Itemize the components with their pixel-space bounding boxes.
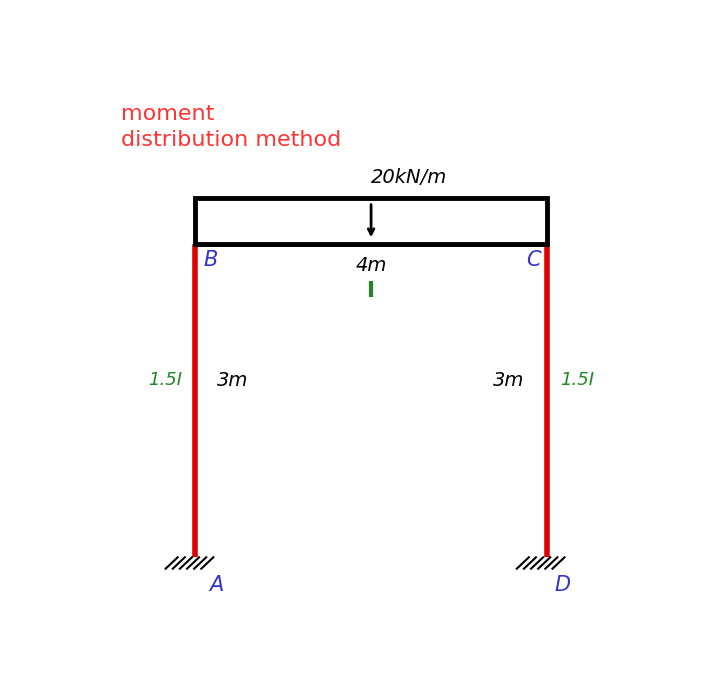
Text: B: B — [204, 249, 218, 270]
Text: moment: moment — [122, 104, 215, 124]
Text: 3m: 3m — [217, 371, 249, 390]
Text: D: D — [555, 576, 571, 595]
Text: I: I — [367, 281, 375, 301]
Text: 3m: 3m — [493, 371, 525, 390]
Text: 1.5I: 1.5I — [561, 371, 595, 389]
Text: 20kN/m: 20kN/m — [372, 168, 447, 187]
Text: 4m: 4m — [355, 255, 387, 275]
Text: 1.5I: 1.5I — [148, 371, 182, 389]
Text: C: C — [527, 249, 541, 270]
Text: distribution method: distribution method — [122, 130, 342, 150]
Text: A: A — [210, 576, 224, 595]
Bar — [195, 197, 547, 245]
